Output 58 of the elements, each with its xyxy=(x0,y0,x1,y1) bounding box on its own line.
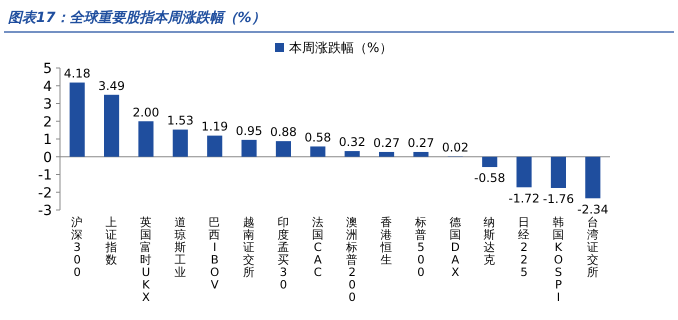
y-tick-label: 5 xyxy=(43,61,52,77)
x-tick-label: 台湾证交所 xyxy=(586,215,599,279)
data-label: -1.72 xyxy=(508,191,540,206)
data-label: 0.27 xyxy=(408,136,434,150)
data-label: 0.27 xyxy=(373,136,400,150)
y-tick-label: 1 xyxy=(43,132,52,148)
data-label: 0.32 xyxy=(338,135,366,150)
data-label: 0.58 xyxy=(304,130,332,144)
y-tick-label: 0 xyxy=(43,150,52,166)
y-tick-label: -3 xyxy=(38,203,52,219)
chart-title: 图表17：全球重要股指本周涨跌幅（%） xyxy=(8,10,266,26)
bar xyxy=(207,136,222,157)
x-tick-label: 法国CAC xyxy=(312,215,324,279)
bar xyxy=(172,130,188,157)
bar xyxy=(550,156,566,188)
data-label: 4.18 xyxy=(64,66,91,81)
bar xyxy=(104,94,120,157)
legend: 本周涨跌幅（%） xyxy=(275,41,392,56)
x-tick-label: 沪深300 xyxy=(71,215,84,279)
bar xyxy=(242,140,257,157)
x-tick-label: 韩国KOSPI xyxy=(552,215,564,304)
bar xyxy=(482,156,498,168)
bar xyxy=(310,146,326,157)
y-tick-label: 3 xyxy=(43,96,52,112)
data-label: 0.95 xyxy=(236,124,262,138)
bar xyxy=(138,121,154,157)
x-tick-label: 上证指数 xyxy=(104,215,118,266)
data-label: 0.88 xyxy=(270,125,297,140)
data-label: 3.49 xyxy=(98,78,125,93)
x-tick-label: 标普500 xyxy=(414,215,427,279)
bar xyxy=(585,156,600,198)
data-label: -2.34 xyxy=(577,202,608,216)
x-tick-label: 澳洲标普200 xyxy=(345,215,358,304)
x-tick-label: 英国富时UKX xyxy=(140,215,152,304)
bar xyxy=(70,82,85,157)
y-tick-label: -2 xyxy=(38,185,52,202)
bar xyxy=(413,152,428,157)
x-tick-label: 日经225 xyxy=(518,215,530,279)
data-label: 0.02 xyxy=(442,140,469,154)
data-label: -1.76 xyxy=(542,192,574,206)
x-tick-label: 印度孟买30 xyxy=(277,215,290,292)
bar xyxy=(379,152,394,157)
x-tick-label: 香港恒生 xyxy=(380,215,393,266)
bar xyxy=(516,156,532,188)
x-tick-label: 越南证交所 xyxy=(243,215,256,279)
y-tick-label: -1 xyxy=(38,168,52,184)
bar xyxy=(344,151,360,157)
x-tick-label: 德国DAX xyxy=(449,215,462,279)
data-label: 2.00 xyxy=(132,105,160,120)
y-tick-label: 2 xyxy=(43,114,52,130)
x-tick-label: 纳斯达克 xyxy=(484,215,496,266)
data-label: 1.19 xyxy=(201,120,228,134)
x-tick-label: 巴西IBOV xyxy=(208,215,221,292)
x-tick-label: 道琼斯工业 xyxy=(174,215,186,279)
data-label: -0.58 xyxy=(474,171,506,186)
y-tick-label: 4 xyxy=(43,78,52,95)
data-label: 1.53 xyxy=(166,114,194,128)
bar xyxy=(276,141,291,157)
